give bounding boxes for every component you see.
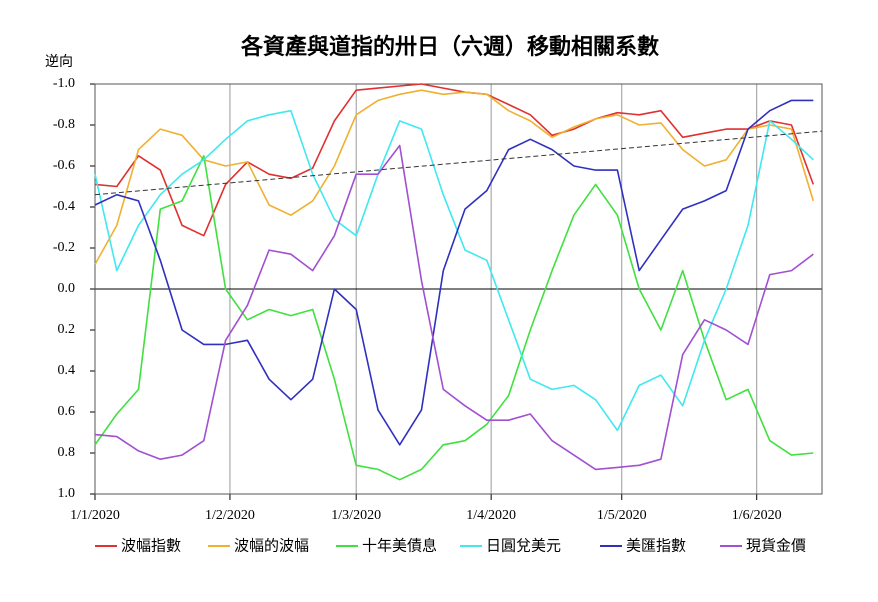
series-line	[94, 144, 814, 471]
x-tick-label: 1/6/2020	[732, 508, 782, 523]
legend-label: 現貨金價	[746, 537, 806, 555]
x-tick-label: 1/2/2020	[205, 508, 255, 523]
y-tick-label: 0.0	[58, 281, 76, 296]
legend-label: 波幅指數	[121, 537, 181, 555]
x-tick-label: 1/5/2020	[597, 508, 647, 523]
y-tick-label: 0.4	[58, 363, 76, 378]
plot-frame	[94, 83, 823, 495]
series-line	[94, 99, 814, 446]
x-tick-label: 1/1/2020	[70, 508, 120, 523]
x-tick-label: 1/4/2020	[466, 508, 516, 523]
legend-label: 波幅的波幅	[234, 537, 309, 555]
y-tick-label: -0.2	[53, 240, 75, 255]
y-axis-label: 逆向	[45, 54, 73, 70]
series-line	[94, 89, 815, 265]
series-line	[94, 83, 815, 237]
y-tick-label: -1.0	[53, 76, 75, 91]
y-tick-label: 0.2	[58, 322, 76, 337]
trend-line	[94, 130, 823, 196]
y-tick-label: -0.6	[53, 158, 75, 173]
y-tick-label: 1.0	[58, 486, 76, 501]
y-tick-label: 0.6	[58, 404, 76, 419]
y-tick-label: 0.8	[58, 445, 76, 460]
legend-label: 美匯指數	[626, 537, 686, 555]
legend-label: 日圓兌美元	[486, 537, 561, 555]
x-tick-label: 1/3/2020	[331, 508, 381, 523]
series-line	[94, 109, 814, 432]
y-tick-label: -0.4	[53, 199, 75, 214]
series-line	[94, 155, 814, 481]
legend-label: 十年美債息	[362, 537, 437, 555]
chart-title: 各資產與道指的卅日（六週）移動相關系數	[240, 34, 659, 60]
y-tick-label: -0.8	[53, 117, 75, 132]
